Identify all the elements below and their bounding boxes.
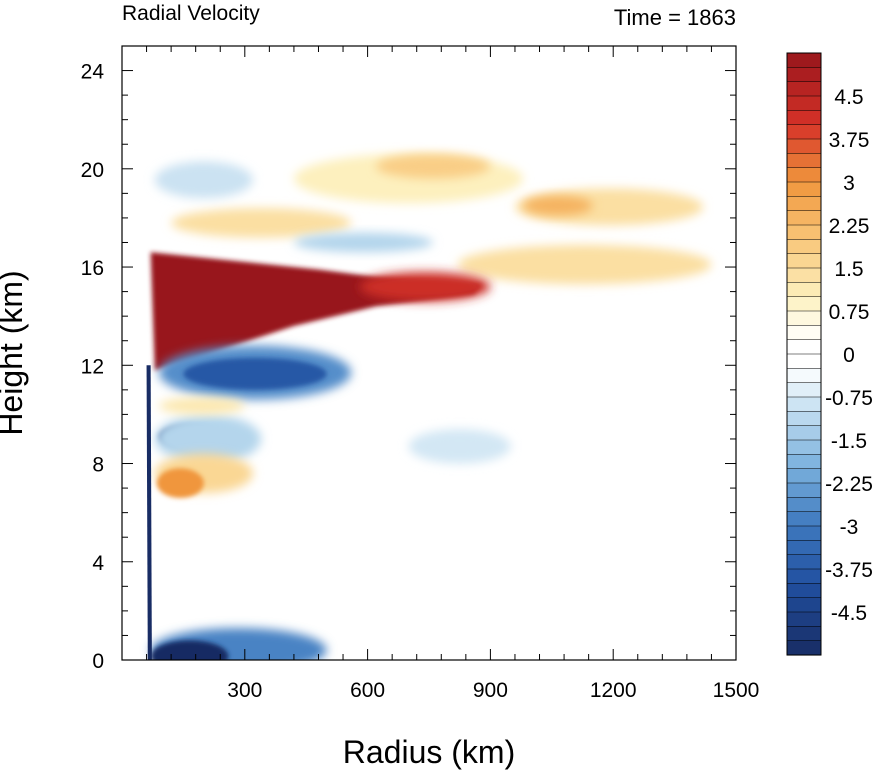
colorbar-bin [786,368,822,384]
colorbar-bin [786,411,822,427]
colorbar-bin [786,267,822,283]
colorbar-bin [786,310,822,326]
colorbar-tick-label: -1.5 [831,430,867,453]
colorbar-tick-label: 2.25 [829,215,870,238]
upper-inflow-layer [293,232,434,253]
plot-frame [121,45,737,661]
x-tick-label: 1200 [590,679,637,702]
colorbar-bin [786,568,822,584]
upper-inflow-layer [154,161,253,199]
colorbar-bin [786,640,822,656]
colorbar [786,52,822,656]
colorbar-bin [786,482,822,498]
colorbar-tick-label: 0.75 [829,301,870,324]
upper-outflow-layer [375,154,491,179]
colorbar-tick-label: 0 [843,344,855,367]
y-tick-label: 20 [81,159,104,182]
colorbar-bin [786,67,822,83]
y-tick-label: 24 [81,61,105,84]
colorbar-bin [786,497,822,513]
colorbar-tick-label: 3.75 [829,129,870,152]
weak-inflow [408,429,511,464]
colorbar-bin [786,540,822,556]
colorbar-bin [786,439,822,455]
colorbar-bin [786,138,822,154]
outflow-patch [523,195,593,216]
y-tick-label: 12 [81,355,104,378]
chart-title-left: Radial Velocity [122,2,260,25]
y-tick-labels: 0 4 8 12 16 20 24 [81,61,105,673]
y-axis-label: Height (km) [0,270,29,435]
colorbar-bin [786,626,822,642]
mid-level-outflow [158,397,245,415]
colorbar-bin [786,468,822,484]
colorbar-frame [786,52,822,656]
colorbar-bin [786,554,822,570]
colorbar-tick-label: -3 [840,516,859,539]
colorbar-labels: 4.5 3.75 3 2.25 1.5 0.75 0 -0.75 -1.5 -2.25 -3 -3.7… [825,86,873,625]
colorbar-tick-label: 3 [843,172,855,195]
colorbar-bin [786,282,822,298]
colorbar-bin [786,181,822,197]
colorbar-bin [786,525,822,541]
outflow-jet-tail [359,271,491,302]
colorbar-bin [786,224,822,240]
colorbar-tick-label: -3.75 [825,559,873,582]
x-tick-label: 1500 [713,679,760,702]
x-tick-label: 900 [473,679,508,702]
mid-level-outflow-core [156,468,204,498]
eyewall-inflow-streak [146,365,152,660]
colorbar-bin [786,196,822,212]
x-tick-label: 300 [227,679,262,702]
x-tick-labels: 300 600 900 1200 1500 [227,679,759,702]
colorbar-bin [786,110,822,126]
colorbar-tick-label: 1.5 [834,258,863,281]
upper-outflow-layer [457,244,712,285]
colorbar-bin [786,253,822,269]
y-tick-label: 8 [92,454,104,477]
colorbar-bin [786,52,822,68]
colorbar-tick-label: -0.75 [825,387,873,410]
colorbar-bin [786,511,822,527]
colorbar-bin [786,153,822,169]
colorbar-bin [786,597,822,613]
velocity-field [146,154,712,660]
y-tick-label: 16 [81,257,104,280]
colorbar-bin [786,425,822,441]
colorbar-tick-label: -4.5 [831,602,867,625]
colorbar-bin [786,239,822,255]
colorbar-tick-label: 4.5 [834,86,863,109]
colorbar-bin [786,611,822,627]
y-tick-label: 0 [92,650,104,673]
boundary-layer-inflow-core [150,640,229,660]
colorbar-bin [786,124,822,140]
colorbar-tick-label: -2.25 [825,473,873,496]
colorbar-bin [786,353,822,369]
colorbar-bin [786,583,822,599]
colorbar-bin [786,95,822,111]
colorbar-bin [786,325,822,341]
inflow-core-halo [154,414,262,464]
colorbar-bin [786,81,822,97]
colorbar-bin [786,382,822,398]
colorbar-bin [786,454,822,470]
axis-ticks [122,45,737,661]
upper-outflow-layer [171,208,352,238]
colorbar-bin [786,396,822,412]
chart-title-right: Time = 1863 [614,5,736,30]
colorbar-bin [786,339,822,355]
y-tick-label: 4 [92,552,104,575]
x-axis-label: Radius (km) [343,734,515,770]
mid-level-inflow-core [183,357,327,390]
colorbar-bin [786,210,822,226]
x-tick-label: 600 [350,679,385,702]
colorbar-bin [786,167,822,183]
colorbar-bin [786,296,822,312]
